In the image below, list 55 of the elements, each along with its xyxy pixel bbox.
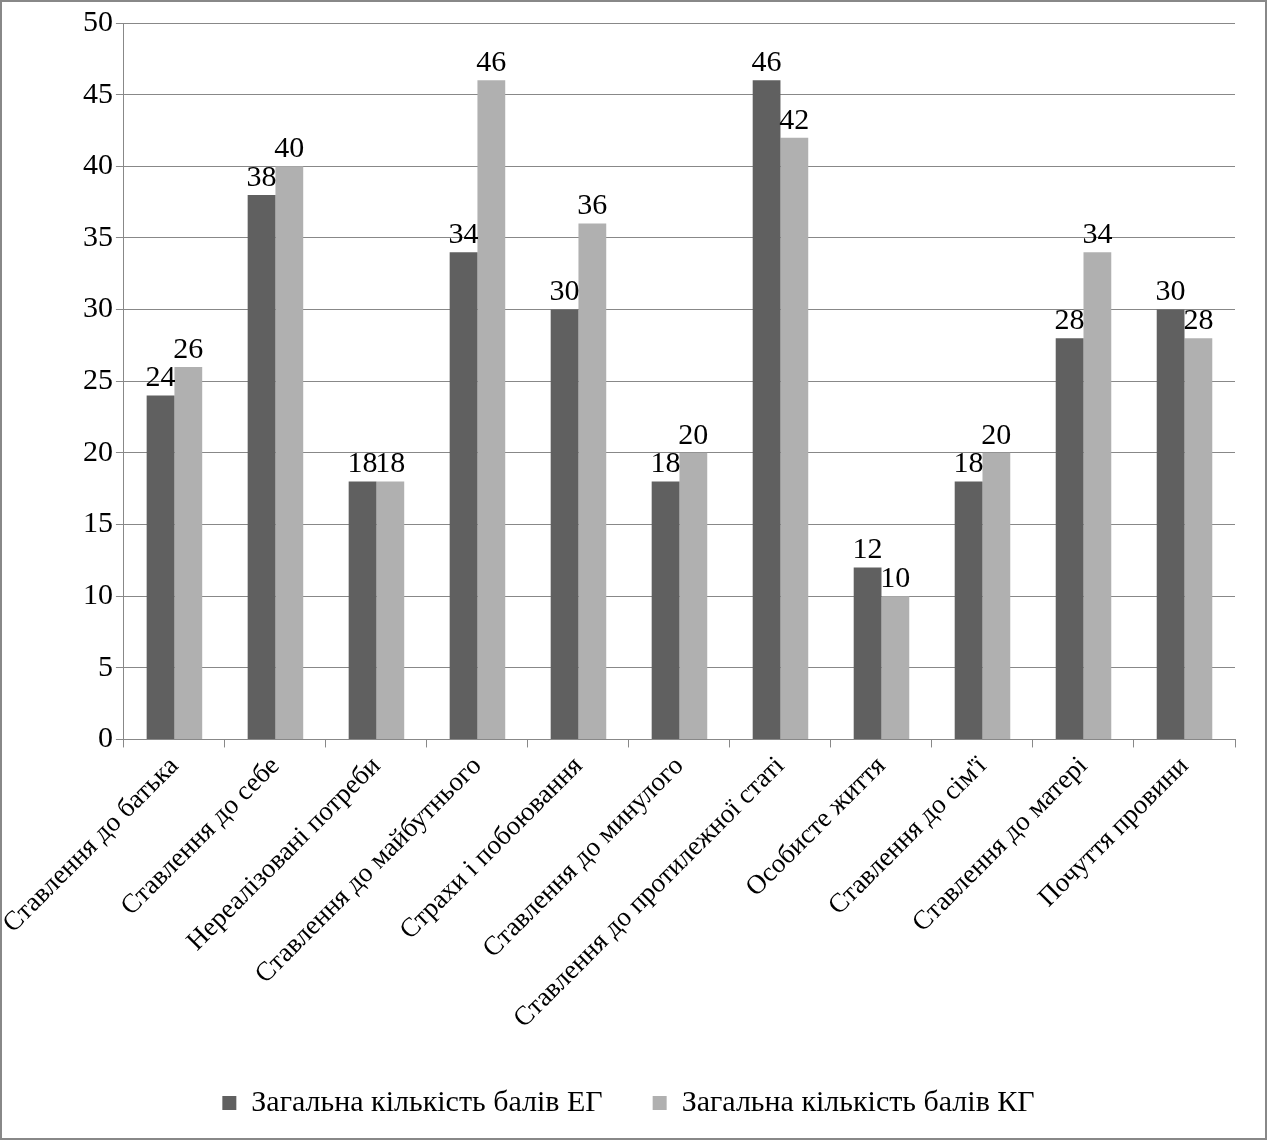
data-label: 30	[1155, 273, 1186, 307]
data-label: 20	[981, 416, 1012, 450]
data-label: 18	[953, 445, 984, 479]
data-label: 46	[476, 44, 507, 78]
data-label: 36	[577, 187, 608, 221]
data-label: 26	[173, 330, 204, 364]
y-tick-label: 35	[82, 218, 113, 252]
bar	[477, 80, 506, 739]
data-label: 28	[1054, 302, 1085, 336]
bar	[247, 194, 276, 739]
y-tick-label: 25	[82, 362, 113, 396]
bar	[982, 452, 1011, 739]
data-label: 18	[347, 445, 378, 479]
legend-label: Загальна кількість балів КГ	[681, 1083, 1035, 1117]
y-tick-label: 20	[82, 433, 113, 467]
bar	[578, 223, 607, 739]
data-label: 30	[549, 273, 580, 307]
y-tick-label: 40	[82, 147, 113, 181]
y-tick-label: 50	[82, 3, 113, 37]
y-tick-label: 5	[97, 648, 113, 682]
bar	[348, 481, 377, 739]
data-label: 10	[880, 560, 911, 594]
data-label: 18	[650, 445, 681, 479]
bar	[1184, 338, 1213, 739]
bar	[1156, 309, 1185, 739]
bar	[881, 596, 910, 739]
bar	[174, 366, 203, 739]
bar	[1083, 252, 1112, 739]
bar	[275, 166, 304, 739]
bar	[651, 481, 680, 739]
data-label: 46	[751, 44, 782, 78]
bar	[679, 452, 708, 739]
data-label: 12	[852, 531, 883, 565]
bar	[146, 395, 175, 739]
data-label: 40	[274, 130, 305, 164]
data-label: 38	[246, 158, 277, 192]
data-label: 34	[1082, 216, 1113, 250]
bar	[853, 567, 882, 739]
data-label: 24	[145, 359, 176, 393]
bar	[1055, 338, 1084, 739]
bar	[752, 80, 781, 739]
y-tick-label: 0	[97, 720, 113, 754]
bar	[780, 137, 809, 739]
legend-label: Загальна кількість балів ЕГ	[251, 1083, 603, 1117]
data-label: 34	[448, 216, 479, 250]
data-label: 28	[1183, 302, 1214, 336]
y-tick-label: 30	[82, 290, 113, 324]
bar	[954, 481, 983, 739]
y-tick-label: 45	[82, 75, 113, 109]
y-tick-label: 15	[82, 505, 113, 539]
bar	[550, 309, 579, 739]
bar	[376, 481, 405, 739]
y-tick-label: 10	[82, 577, 113, 611]
bar	[449, 252, 478, 739]
data-label: 20	[678, 416, 709, 450]
